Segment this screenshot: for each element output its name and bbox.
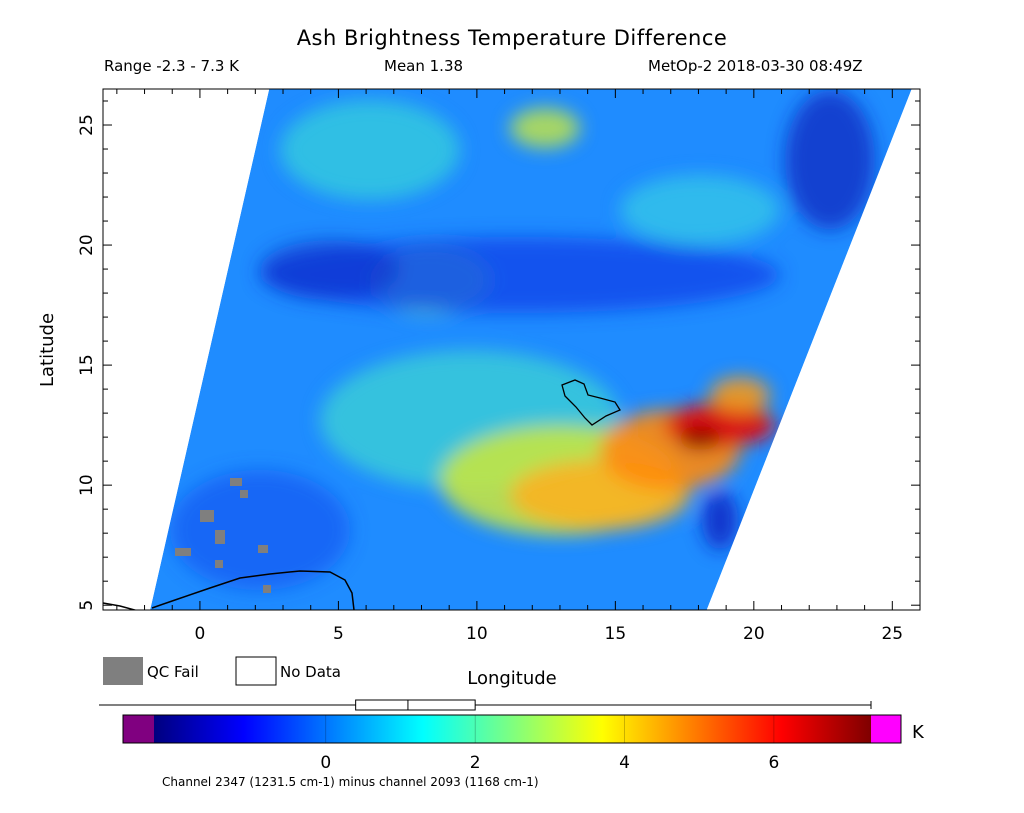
coastline-west (103, 602, 138, 610)
colorbar-over (871, 715, 901, 743)
colorbar-frame (122, 714, 902, 744)
qc-fail-pixel (263, 585, 271, 593)
mean-label: Mean 1.38 (384, 57, 464, 75)
qc-fail-pixel (200, 510, 214, 522)
field-blob (785, 90, 875, 230)
y-tick-label: 15 (77, 354, 97, 376)
x-tick-label: 20 (743, 624, 765, 644)
colorbar-tick-label: 0 (320, 753, 331, 773)
qc-fail-label: QC Fail (147, 663, 199, 681)
colorbar-tick-label: 6 (768, 753, 779, 773)
distribution-box-plot (99, 699, 872, 711)
y-axis-label: Latitude (37, 313, 58, 387)
x-axis: 0 5 10 15 20 25 (116, 89, 921, 644)
no-data-swatch (235, 656, 277, 686)
chart-title: Ash Brightness Temperature Difference (296, 26, 728, 50)
qc-fail-pixel (215, 530, 225, 544)
field-blob (702, 490, 738, 550)
field-blob (710, 377, 770, 413)
range-label: Range -2.3 - 7.3 K (104, 57, 239, 75)
y-tick-label: 5 (77, 600, 97, 611)
y-axis: 5 10 15 20 25 (77, 100, 920, 611)
qc-fail-pixel (215, 560, 223, 568)
qc-fail-pixel (175, 548, 191, 556)
qc-fail-swatch (103, 657, 143, 685)
colorbar-caption: Channel 2347 (1231.5 cm-1) minus channel… (162, 775, 539, 789)
x-tick-label: 10 (466, 624, 488, 644)
field-blob (678, 426, 722, 450)
colorbar-tick-label: 2 (470, 753, 481, 773)
qc-fail-pixel (230, 478, 242, 486)
x-tick-label: 5 (333, 624, 344, 644)
field-blob (280, 100, 460, 200)
y-tick-label: 10 (77, 474, 97, 496)
x-tick-label: 25 (881, 624, 903, 644)
satellite-time-label: MetOp-2 2018-03-30 08:49Z (648, 57, 863, 75)
y-tick-label: 25 (77, 114, 97, 136)
contour-outline (561, 379, 621, 426)
qc-fail-pixel (240, 490, 248, 498)
plot-frame (102, 88, 921, 611)
swath-heatmap (150, 89, 912, 610)
x-tick-label: 15 (605, 624, 627, 644)
colorbar-gradient (154, 715, 871, 743)
x-axis-label: Longitude (467, 668, 557, 689)
colorbar-tick-label: 4 (619, 753, 630, 773)
y-tick-label: 20 (77, 234, 97, 256)
box-iqr (355, 699, 476, 711)
coastline (151, 570, 355, 610)
field-blob (510, 108, 580, 148)
field-blobs (170, 90, 875, 590)
qc-fail-pixels (175, 478, 271, 593)
field-blob (260, 240, 400, 300)
x-tick-label: 0 (195, 624, 206, 644)
qc-fail-pixel (258, 545, 268, 553)
no-data-label: No Data (280, 663, 341, 681)
colorbar-unit-label: K (912, 722, 925, 743)
colorbar-under (123, 715, 154, 743)
field-blob (620, 175, 780, 245)
colorbar-ticks: 0 2 4 6 (320, 715, 779, 773)
